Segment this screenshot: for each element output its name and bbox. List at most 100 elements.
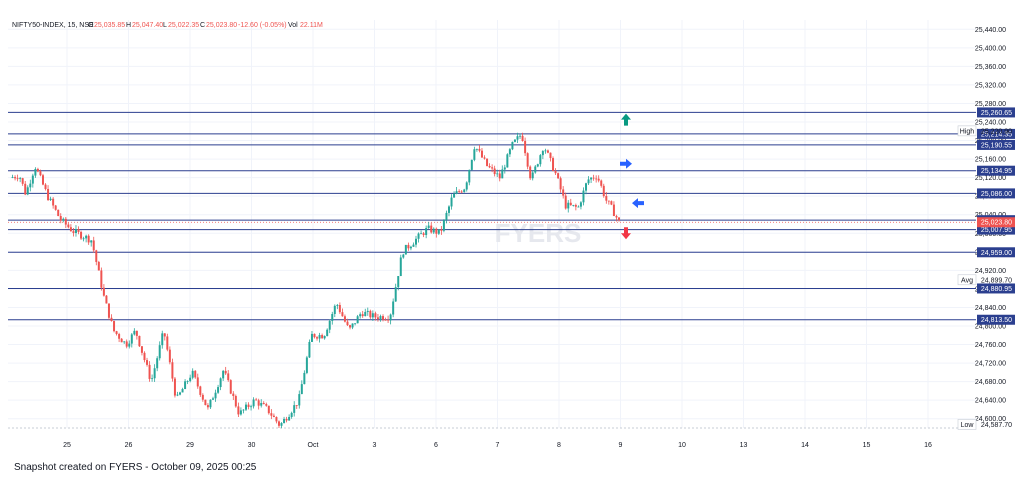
candle-body xyxy=(305,357,308,373)
candle-body xyxy=(354,323,357,325)
candle-body xyxy=(526,153,529,167)
candle-body xyxy=(496,173,499,175)
candle-body xyxy=(567,202,570,209)
candle-body xyxy=(610,201,613,205)
candle-body xyxy=(503,167,506,170)
y-tick-label: 24,640.00 xyxy=(975,398,1006,405)
candle-body xyxy=(605,196,608,201)
candle-body xyxy=(331,314,334,321)
candle-body xyxy=(447,206,450,213)
level-tag-label: 25,134.95 xyxy=(981,168,1012,175)
candle-body xyxy=(409,246,412,249)
candle-body xyxy=(590,177,593,180)
open-value: 25,035.85 xyxy=(94,22,125,29)
volume-label: Vol xyxy=(288,22,298,29)
watermark: FYERS xyxy=(495,218,582,248)
candle-body xyxy=(222,370,225,379)
candle-body xyxy=(346,321,349,326)
candle-body xyxy=(242,409,245,411)
candle-body xyxy=(125,341,128,347)
open-label: O xyxy=(88,22,94,29)
candle-body xyxy=(285,418,288,421)
candle-body xyxy=(392,301,395,315)
candle-body xyxy=(440,229,443,231)
level-tag-label: 25,260.65 xyxy=(981,110,1012,117)
candle-body xyxy=(483,157,486,159)
candle-body xyxy=(24,183,27,195)
candle-body xyxy=(115,331,118,335)
candle-body xyxy=(189,377,192,382)
x-tick-label: 10 xyxy=(678,442,686,449)
candle-body xyxy=(72,231,75,233)
candle-body xyxy=(349,325,352,328)
candle-body xyxy=(168,349,171,363)
candle-body xyxy=(36,168,39,172)
candle-body xyxy=(402,254,405,258)
candle-body xyxy=(194,370,197,378)
marker-name: Avg xyxy=(961,277,973,284)
candle-body xyxy=(123,341,126,343)
y-tick-label: 24,720.00 xyxy=(975,361,1006,368)
candle-body xyxy=(252,399,255,407)
candle-body xyxy=(239,410,242,415)
candle-body xyxy=(379,316,382,320)
candle-body xyxy=(74,229,77,233)
y-tick-label: 25,440.00 xyxy=(975,27,1006,34)
candle-body xyxy=(158,345,161,359)
symbol-label: NIFTY50-INDEX, 15, NSE xyxy=(12,22,94,29)
candle-body xyxy=(463,189,466,193)
candle-body xyxy=(524,140,527,154)
candle-body xyxy=(196,377,199,387)
candle-body xyxy=(100,270,103,288)
candle-body xyxy=(480,150,483,158)
candle-body xyxy=(209,399,212,408)
grid xyxy=(8,20,976,429)
candle-body xyxy=(399,257,402,277)
y-tick-label: 24,920.00 xyxy=(975,268,1006,275)
candle-body xyxy=(407,244,410,249)
candle-body xyxy=(130,334,133,344)
candle-body xyxy=(318,335,321,339)
candle-body xyxy=(217,387,220,393)
y-tick-label: 25,400.00 xyxy=(975,45,1006,52)
candle-body xyxy=(31,175,34,184)
candle-body xyxy=(229,380,232,394)
candle-body xyxy=(186,381,189,382)
candle-body xyxy=(161,333,164,346)
marker-value: 25,220.90 xyxy=(981,128,1012,135)
candle-body xyxy=(110,317,113,321)
candle-body xyxy=(415,238,417,245)
candle-body xyxy=(579,202,582,207)
candle-body xyxy=(511,141,514,150)
candle-body xyxy=(491,167,494,169)
candle-body xyxy=(554,170,557,174)
close-label: C xyxy=(200,22,205,29)
level-tag xyxy=(977,107,1015,118)
arrow-right-icon xyxy=(620,158,632,169)
candle-body xyxy=(113,320,116,332)
candle-body xyxy=(270,413,273,416)
arrow-down-icon xyxy=(621,227,631,240)
marker-name: Low xyxy=(961,422,975,429)
candle-body xyxy=(453,193,456,198)
candle-body xyxy=(359,314,362,317)
candle-body xyxy=(316,337,319,339)
candle-body xyxy=(59,216,62,221)
candle-body xyxy=(356,316,359,324)
change-value: -12.60 (-0.05%) xyxy=(238,22,287,29)
candle-body xyxy=(539,155,542,165)
candle-body xyxy=(607,200,610,202)
candle-body xyxy=(191,370,194,378)
candle-body xyxy=(280,423,283,426)
candle-body xyxy=(204,399,207,406)
candle-body xyxy=(397,276,400,288)
candle-body xyxy=(234,395,237,407)
candle-body xyxy=(303,372,306,385)
candle-body xyxy=(445,212,448,220)
candle-body xyxy=(369,310,372,318)
candle-body xyxy=(308,341,311,358)
candle-body xyxy=(133,330,136,335)
level-tag xyxy=(977,188,1015,199)
marker-badge xyxy=(957,274,977,286)
candle-body xyxy=(559,178,562,190)
